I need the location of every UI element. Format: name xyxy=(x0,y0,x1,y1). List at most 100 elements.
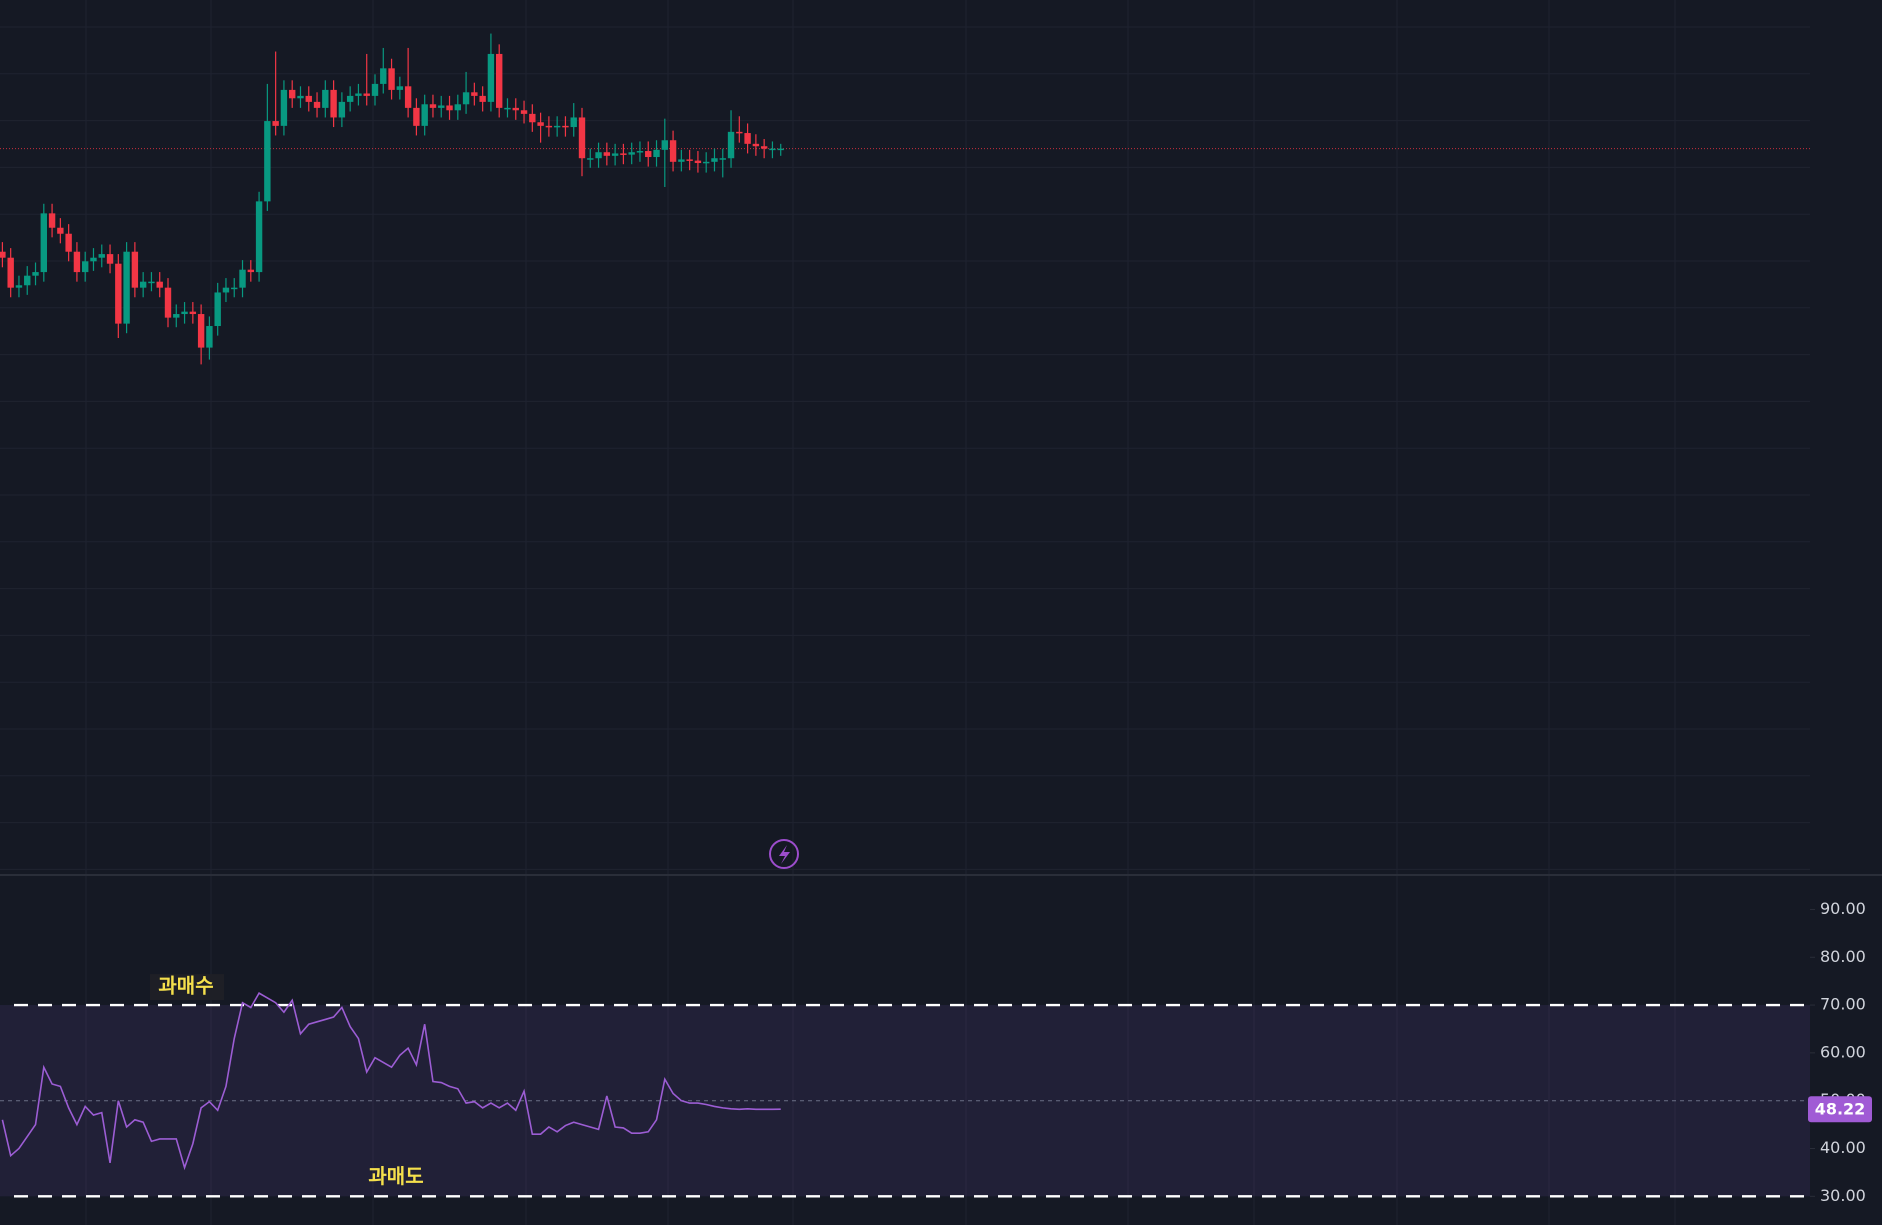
candle-body xyxy=(338,101,346,118)
candle-body xyxy=(115,263,122,324)
candle-body xyxy=(90,257,97,262)
candle-body xyxy=(313,101,321,108)
candle-body xyxy=(628,152,635,155)
candle-body xyxy=(322,89,329,108)
candle-body xyxy=(355,93,362,96)
candle-body xyxy=(595,152,602,159)
candle-body xyxy=(305,95,312,102)
candle-body xyxy=(694,160,702,164)
candle-body xyxy=(0,251,6,258)
candle-body xyxy=(429,104,437,108)
candle-body xyxy=(164,287,172,318)
candle-body xyxy=(48,213,56,228)
candle-body xyxy=(769,148,776,151)
candle-body xyxy=(462,92,470,105)
candle-body xyxy=(396,86,404,90)
candle-body xyxy=(669,140,677,162)
candle-body xyxy=(413,107,420,126)
candle-body xyxy=(264,121,271,202)
grid xyxy=(0,0,1810,1225)
candle-body xyxy=(736,131,743,134)
candle-body xyxy=(289,89,296,99)
candle-body xyxy=(438,105,445,108)
candle-body xyxy=(620,153,627,155)
candle-body xyxy=(363,93,370,96)
candle-body xyxy=(98,254,105,258)
candle-body xyxy=(752,143,760,147)
candle-body xyxy=(7,257,14,288)
candle-body xyxy=(280,89,288,126)
y-tick-label: 70.00 xyxy=(1820,995,1866,1014)
candle-body xyxy=(380,68,387,84)
event-bolt[interactable] xyxy=(779,845,790,864)
candle-body xyxy=(197,314,205,348)
candle-body xyxy=(123,251,130,324)
candle-body xyxy=(545,125,553,128)
candle-body xyxy=(57,227,64,234)
candle-body xyxy=(40,213,47,273)
candle-body xyxy=(719,158,726,160)
candle-body xyxy=(578,117,586,159)
candle-body xyxy=(173,314,180,318)
candle-body xyxy=(529,113,536,123)
y-tick-label: 80.00 xyxy=(1820,947,1866,966)
candle-body xyxy=(272,121,279,126)
candle-body xyxy=(32,272,39,276)
candle-body xyxy=(239,269,246,288)
candle-body xyxy=(247,269,254,273)
event-circle[interactable] xyxy=(769,839,799,869)
candle-body xyxy=(421,104,428,126)
candle-body xyxy=(181,311,188,315)
candle-body xyxy=(479,95,486,102)
candle-body xyxy=(446,105,453,111)
candle-body xyxy=(471,92,478,96)
candle-body xyxy=(388,68,395,90)
candle-body xyxy=(330,89,337,118)
candle-body xyxy=(553,125,561,128)
candle-body xyxy=(73,251,81,273)
candle-body xyxy=(454,104,461,111)
candle-body xyxy=(206,326,213,348)
candle-body xyxy=(653,149,660,158)
candle-body xyxy=(603,152,611,156)
candle-body xyxy=(371,83,379,96)
candle-body xyxy=(744,133,751,144)
candle-body xyxy=(231,287,238,290)
candle-body xyxy=(24,275,31,286)
candle-body xyxy=(487,53,495,102)
candle-body xyxy=(297,95,304,99)
y-tick-label: 40.00 xyxy=(1820,1138,1866,1157)
candle-body xyxy=(65,233,72,252)
candle-body xyxy=(255,201,263,273)
annotation-bg xyxy=(150,974,224,1001)
candle-body xyxy=(537,122,544,126)
candle-body xyxy=(570,117,577,128)
y-tick-label: 90.00 xyxy=(1820,899,1866,918)
candle-body xyxy=(148,281,155,284)
candle-body xyxy=(15,285,23,288)
candle-body xyxy=(156,281,163,288)
candle-body xyxy=(504,107,511,110)
candle-body xyxy=(106,254,114,264)
candle-body xyxy=(711,158,718,162)
y-tick-label: 30.00 xyxy=(1820,1186,1866,1205)
candle-body xyxy=(520,110,528,114)
last-value-badge xyxy=(1808,1096,1872,1123)
candle-body xyxy=(346,95,354,102)
candle-body xyxy=(645,151,652,158)
candle-body xyxy=(222,287,230,293)
candle-body xyxy=(131,251,139,288)
candle-body xyxy=(587,158,594,160)
event-icon[interactable] xyxy=(769,839,799,869)
candle-body xyxy=(562,125,569,128)
candle-body xyxy=(760,146,768,149)
candle-body xyxy=(777,148,784,151)
overbought-label: 과매수 xyxy=(158,974,213,998)
candle-body xyxy=(189,311,197,315)
y-tick-label: 60.00 xyxy=(1820,1042,1866,1061)
candle-body xyxy=(636,151,644,153)
candle-body xyxy=(686,159,693,161)
